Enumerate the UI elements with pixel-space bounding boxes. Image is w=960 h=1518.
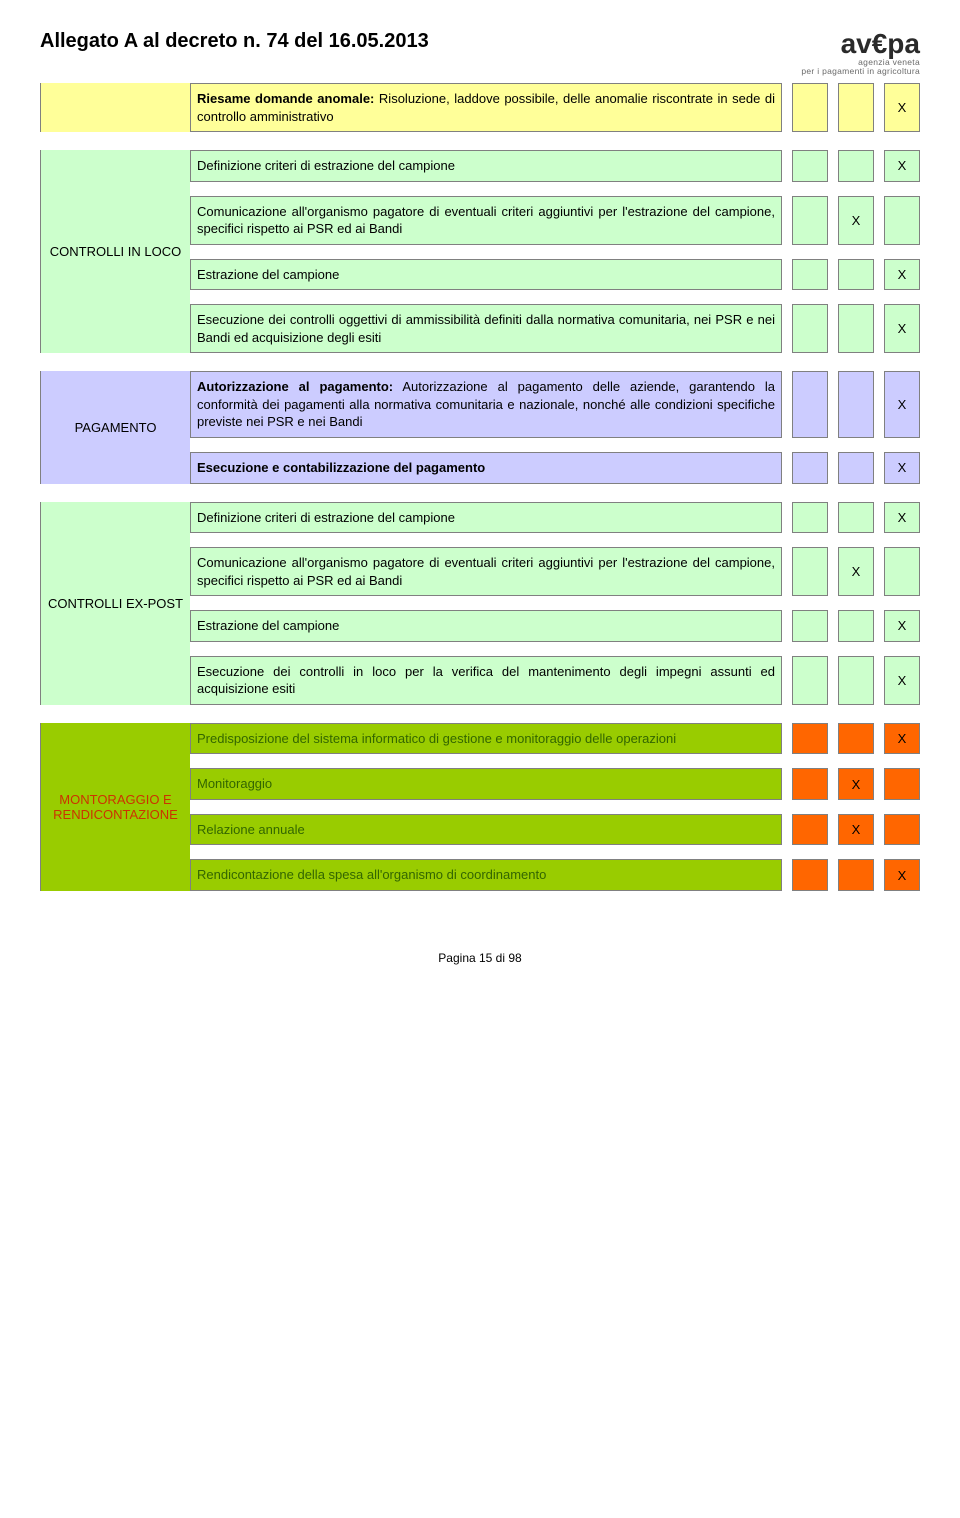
table-row: Definizione criteri di estrazione del ca… xyxy=(190,502,920,534)
row-desc: Esecuzione dei controlli oggettivi di am… xyxy=(190,304,782,353)
x-col-2 xyxy=(838,610,874,642)
table-row: Comunicazione all'organismo pagatore di … xyxy=(190,196,920,245)
row-desc: Definizione criteri di estrazione del ca… xyxy=(190,502,782,534)
x-col-1 xyxy=(792,83,828,132)
row-desc: Autorizzazione al pagamento: Autorizzazi… xyxy=(190,371,782,438)
section-label-pagamento: PAGAMENTO xyxy=(40,371,190,483)
x-col-2 xyxy=(838,723,874,755)
table-row: Esecuzione e contabilizzazione del pagam… xyxy=(190,452,920,484)
row-desc: Esecuzione e contabilizzazione del pagam… xyxy=(190,452,782,484)
x-col-3 xyxy=(884,196,920,245)
x-col-3: X xyxy=(884,656,920,705)
table-row: Riesame domande anomale: Risoluzione, la… xyxy=(190,83,920,132)
section-controlli-expost: CONTROLLI EX-POST Definizione criteri di… xyxy=(40,502,920,705)
x-col-1 xyxy=(792,547,828,596)
x-col-1 xyxy=(792,814,828,846)
x-col-3: X xyxy=(884,371,920,438)
x-col-3 xyxy=(884,547,920,596)
x-col-1 xyxy=(792,371,828,438)
row-desc: Rendicontazione della spesa all'organism… xyxy=(190,859,782,891)
section-label-controlli-in-loco: CONTROLLI IN LOCO xyxy=(40,150,190,353)
table-row: Autorizzazione al pagamento: Autorizzazi… xyxy=(190,371,920,438)
x-col-1 xyxy=(792,502,828,534)
row-desc: Predisposizione del sistema informatico … xyxy=(190,723,782,755)
table-row: Esecuzione dei controlli in loco per la … xyxy=(190,656,920,705)
x-col-1 xyxy=(792,304,828,353)
x-col-3: X xyxy=(884,610,920,642)
row-desc: Riesame domande anomale: Risoluzione, la… xyxy=(190,83,782,132)
x-col-2 xyxy=(838,304,874,353)
table-row: Esecuzione dei controlli oggettivi di am… xyxy=(190,304,920,353)
table-row: Relazione annuale X xyxy=(190,814,920,846)
x-col-1 xyxy=(792,656,828,705)
row-desc: Estrazione del campione xyxy=(190,259,782,291)
x-col-2 xyxy=(838,150,874,182)
x-col-1 xyxy=(792,859,828,891)
row-desc: Estrazione del campione xyxy=(190,610,782,642)
header-title: Allegato A al decreto n. 74 del 16.05.20… xyxy=(40,30,429,53)
section-monitoraggio: MONTORAGGIO E RENDICONTAZIONE Predisposi… xyxy=(40,723,920,891)
x-col-3: X xyxy=(884,452,920,484)
section-riesame: Riesame domande anomale: Risoluzione, la… xyxy=(40,83,920,132)
table-row: Monitoraggio X xyxy=(190,768,920,800)
x-col-2 xyxy=(838,452,874,484)
table-row: Estrazione del campione X xyxy=(190,259,920,291)
x-col-2: X xyxy=(838,196,874,245)
x-col-2 xyxy=(838,83,874,132)
row-desc: Relazione annuale xyxy=(190,814,782,846)
logo-sub2: per i pagamenti in agricoltura xyxy=(801,67,920,76)
row-desc: Definizione criteri di estrazione del ca… xyxy=(190,150,782,182)
x-col-2: X xyxy=(838,547,874,596)
row-desc: Comunicazione all'organismo pagatore di … xyxy=(190,196,782,245)
x-col-1 xyxy=(792,259,828,291)
x-col-2: X xyxy=(838,814,874,846)
x-col-3: X xyxy=(884,83,920,132)
x-col-1 xyxy=(792,452,828,484)
table-row: Definizione criteri di estrazione del ca… xyxy=(190,150,920,182)
row-desc: Comunicazione all'organismo pagatore di … xyxy=(190,547,782,596)
x-col-2 xyxy=(838,656,874,705)
row-desc: Esecuzione dei controlli in loco per la … xyxy=(190,656,782,705)
table-row: Estrazione del campione X xyxy=(190,610,920,642)
x-col-3: X xyxy=(884,859,920,891)
x-col-2 xyxy=(838,371,874,438)
section-pagamento: PAGAMENTO Autorizzazione al pagamento: A… xyxy=(40,371,920,483)
x-col-3 xyxy=(884,768,920,800)
x-col-3 xyxy=(884,814,920,846)
logo: av€pa agenzia veneta per i pagamenti in … xyxy=(801,30,920,75)
x-col-1 xyxy=(792,150,828,182)
page-header: Allegato A al decreto n. 74 del 16.05.20… xyxy=(40,30,920,75)
x-col-3: X xyxy=(884,502,920,534)
x-col-2 xyxy=(838,859,874,891)
logo-main: av€pa xyxy=(801,30,920,58)
x-col-1 xyxy=(792,768,828,800)
section-controlli-in-loco: CONTROLLI IN LOCO Definizione criteri di… xyxy=(40,150,920,353)
table-row: Predisposizione del sistema informatico … xyxy=(190,723,920,755)
table-row: Comunicazione all'organismo pagatore di … xyxy=(190,547,920,596)
x-col-3: X xyxy=(884,723,920,755)
page-footer: Pagina 15 di 98 xyxy=(40,951,920,965)
x-col-3: X xyxy=(884,259,920,291)
row-desc: Monitoraggio xyxy=(190,768,782,800)
x-col-1 xyxy=(792,723,828,755)
x-col-2 xyxy=(838,259,874,291)
x-col-1 xyxy=(792,196,828,245)
x-col-2 xyxy=(838,502,874,534)
section-label-monitoraggio: MONTORAGGIO E RENDICONTAZIONE xyxy=(40,723,190,891)
x-col-3: X xyxy=(884,304,920,353)
table-row: Rendicontazione della spesa all'organism… xyxy=(190,859,920,891)
section-label-riesame xyxy=(40,83,190,132)
x-col-3: X xyxy=(884,150,920,182)
x-col-2: X xyxy=(838,768,874,800)
x-col-1 xyxy=(792,610,828,642)
section-label-controlli-expost: CONTROLLI EX-POST xyxy=(40,502,190,705)
